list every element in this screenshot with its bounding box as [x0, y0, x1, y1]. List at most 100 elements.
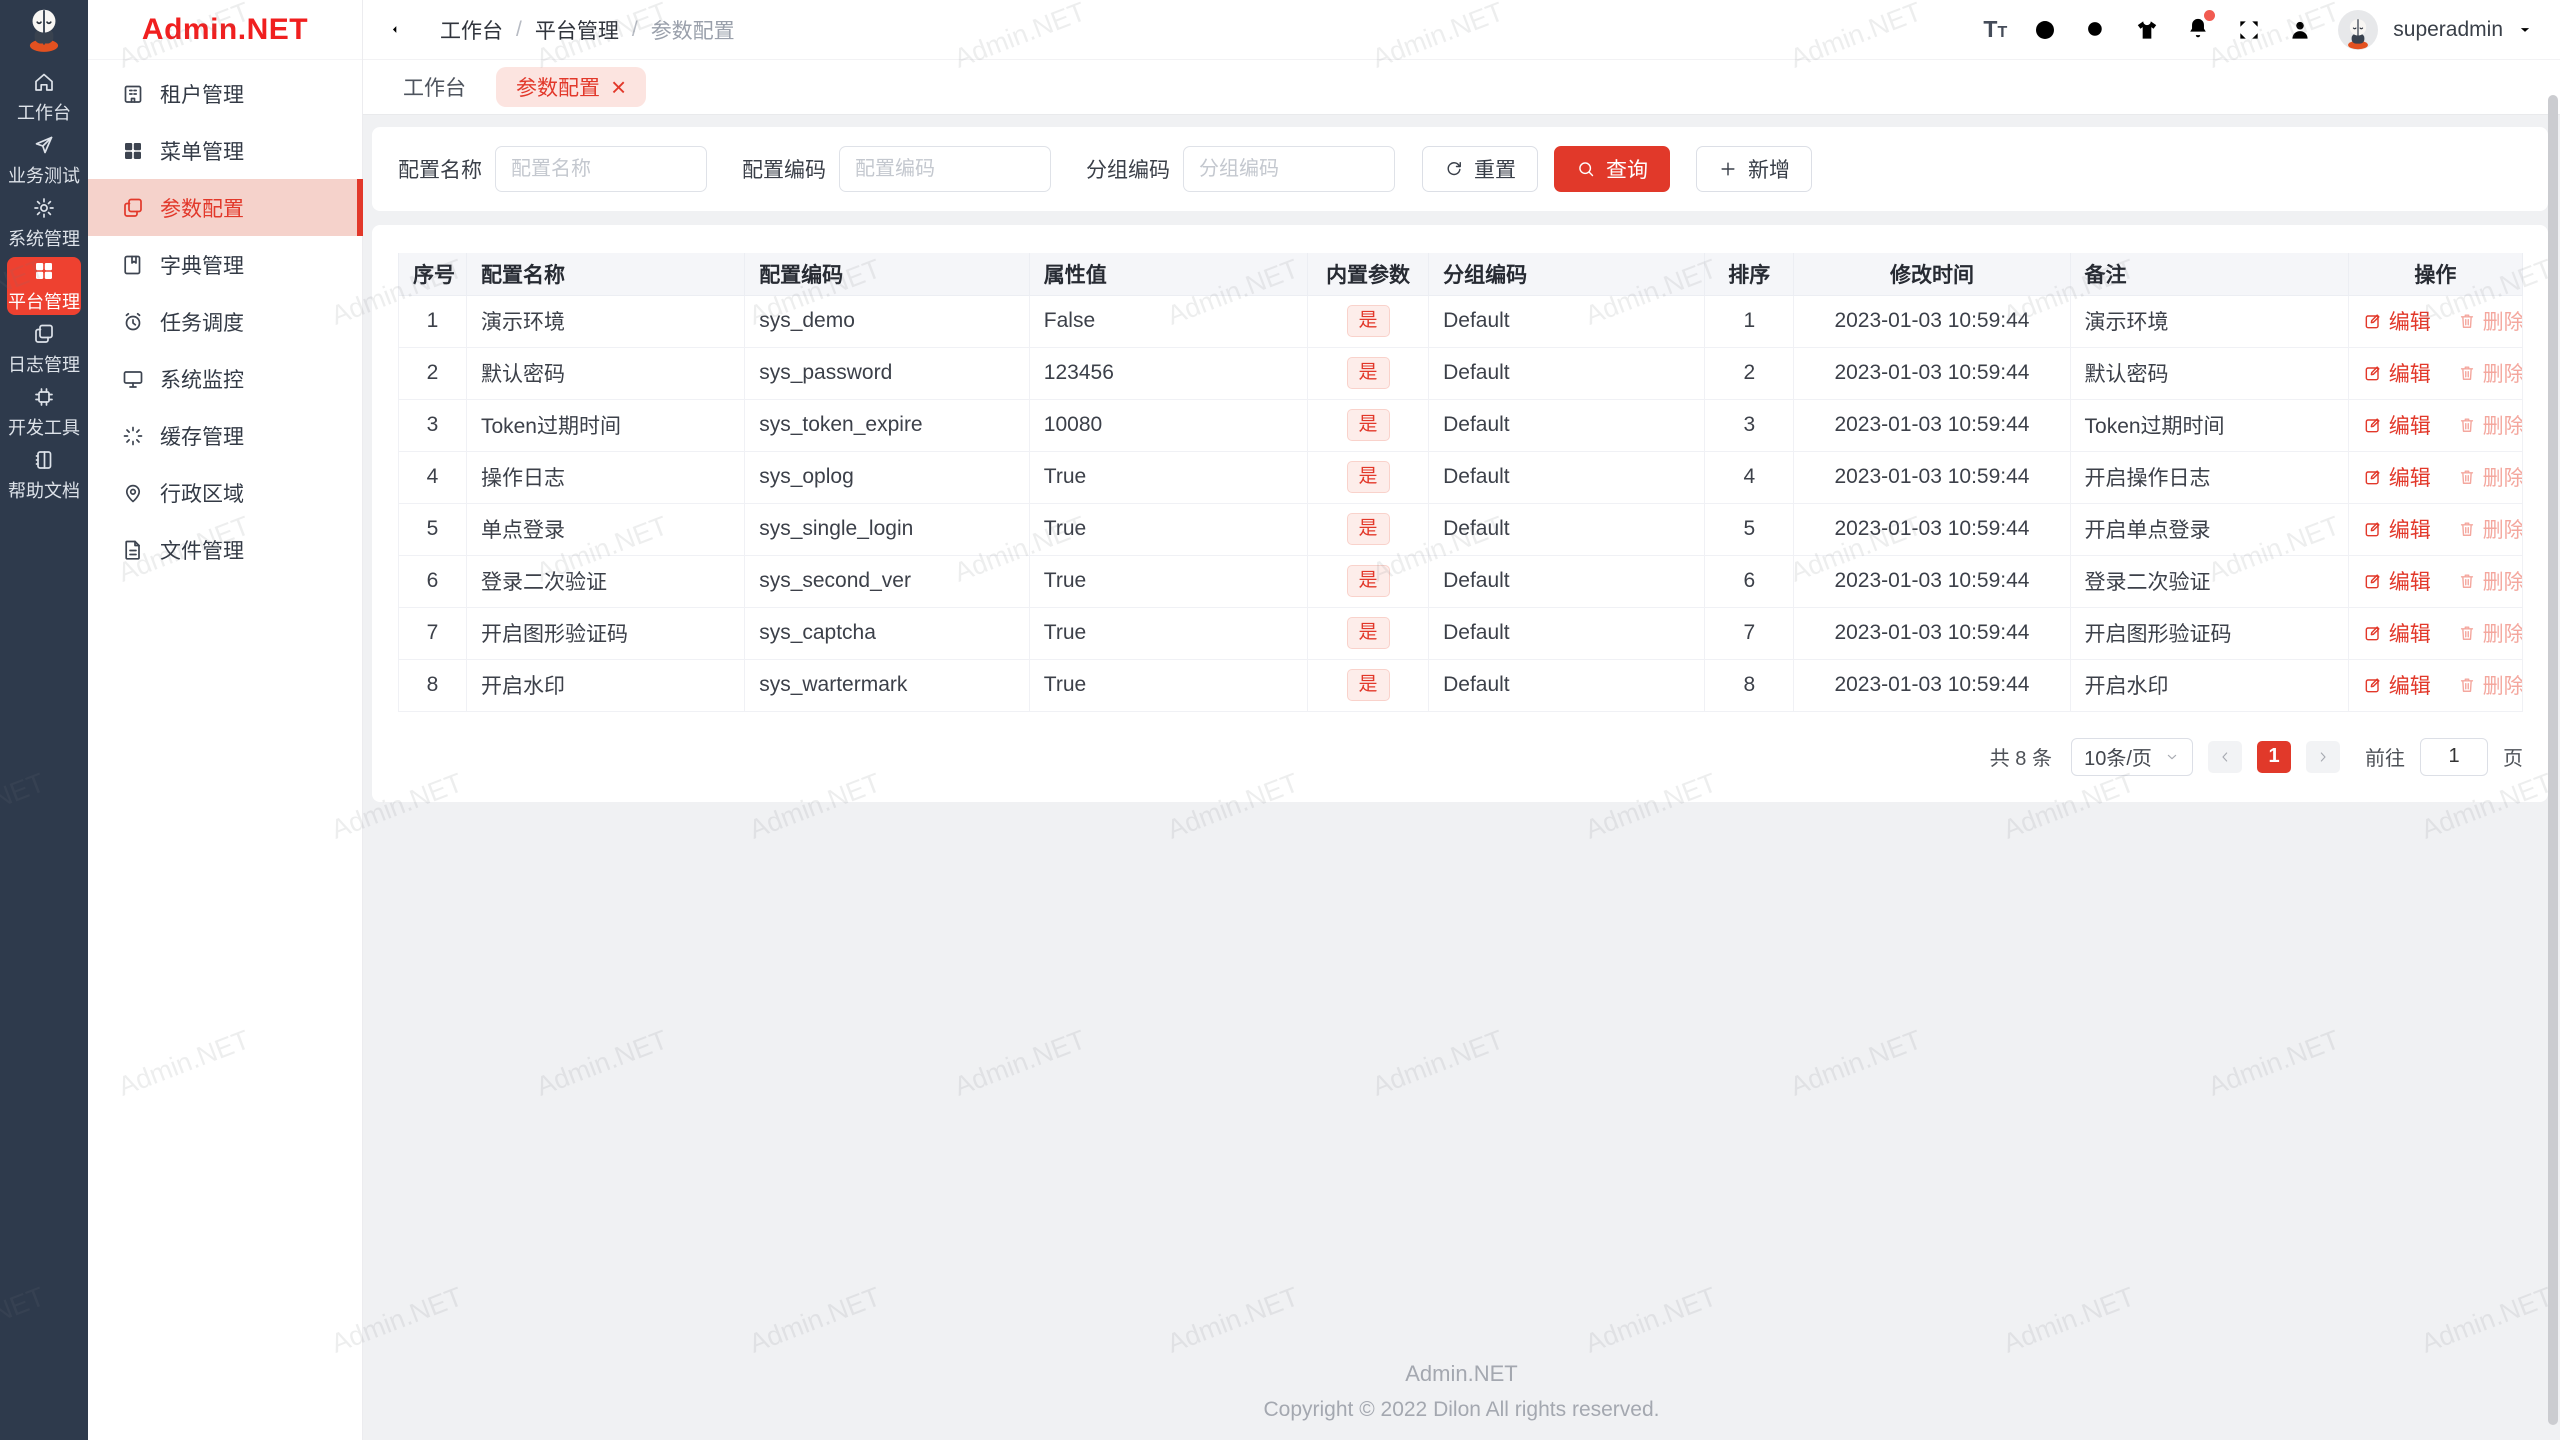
sidebar-item-params[interactable]: 参数配置 [88, 179, 363, 236]
user-icon[interactable] [2287, 17, 2313, 43]
tab-1[interactable]: 参数配置 × [496, 67, 647, 107]
sidebar-item-file[interactable]: 文件管理 [88, 521, 362, 578]
search-icon[interactable] [2083, 17, 2109, 43]
chevron-down-icon[interactable] [2516, 21, 2534, 39]
group-code-input[interactable] [1183, 146, 1395, 192]
logo-text[interactable]: Admin.NET [88, 0, 362, 60]
page-number-active[interactable]: 1 [2257, 740, 2291, 773]
plus-icon [1721, 162, 1735, 176]
sidebar-item-schedule[interactable]: 任务调度 [88, 293, 362, 350]
notification-bell-icon[interactable] [2185, 10, 2216, 45]
breadcrumb-separator: / [631, 17, 638, 41]
cell-remark: 演示环境 [2069, 294, 2349, 348]
rail-item-business-test[interactable]: 业务测试 [7, 131, 81, 189]
cell-code: sys_captcha [744, 606, 1030, 660]
delete-button[interactable]: 删除 [2457, 514, 2521, 544]
close-icon[interactable]: × [611, 72, 627, 102]
query-button[interactable]: 查询 [1554, 146, 1670, 192]
cell-remark: 开启单点登录 [2069, 502, 2349, 556]
sidebar-item-tenant[interactable]: 租户管理 [88, 65, 362, 122]
table-row: 4 操作日志 sys_oplog True 是 Default 4 2023-0… [398, 450, 2524, 504]
collapse-menu-icon[interactable] [389, 16, 416, 43]
app-logo[interactable] [0, 0, 88, 60]
cell-code: sys_demo [744, 294, 1030, 348]
notification-badge [2204, 10, 2216, 21]
language-icon[interactable] [2032, 17, 2058, 43]
sidebar-item-dict[interactable]: 字典管理 [88, 236, 362, 293]
username[interactable]: superadmin [2393, 17, 2503, 41]
config-name-input[interactable] [495, 146, 707, 192]
column-header: 序号 [398, 253, 467, 296]
page-size-select[interactable]: 10条/页 [2071, 737, 2193, 776]
cell-value: True [1028, 450, 1309, 504]
breadcrumb: 工作台 / 平台管理 / 参数配置 [440, 15, 735, 45]
cell-actions: 编辑 删除 [2347, 346, 2524, 400]
add-button[interactable]: 新增 [1696, 146, 1812, 192]
goto-page-input[interactable] [2420, 737, 2488, 776]
edit-button[interactable]: 编辑 [2363, 566, 2431, 596]
rail-item-dev-tools[interactable]: 开发工具 [7, 383, 81, 441]
reset-button[interactable]: 重置 [1422, 146, 1538, 192]
sidebar-item-region[interactable]: 行政区域 [88, 464, 362, 521]
cell-group: Default [1428, 346, 1706, 400]
edit-icon [2365, 469, 2380, 484]
delete-button[interactable]: 删除 [2457, 358, 2521, 388]
cell-sort: 6 [1704, 554, 1795, 608]
vertical-scrollbar[interactable] [2548, 95, 2558, 1425]
sidebar-item-menu[interactable]: 菜单管理 [88, 122, 362, 179]
delete-button[interactable]: 删除 [2457, 670, 2521, 700]
breadcrumb-item[interactable]: 工作台 [440, 19, 503, 43]
column-header: 内置参数 [1307, 253, 1430, 296]
cell-remark: 开启图形验证码 [2069, 606, 2349, 660]
cell-remark: 登录二次验证 [2069, 554, 2349, 608]
table-row: 5 单点登录 sys_single_login True 是 Default 5… [398, 502, 2524, 556]
edit-button[interactable]: 编辑 [2363, 462, 2431, 492]
cell-code: sys_token_expire [744, 398, 1030, 452]
trash-icon [2460, 625, 2473, 640]
edit-button[interactable]: 编辑 [2363, 306, 2431, 336]
cell-name: 开启水印 [465, 658, 746, 712]
sidebar-item-monitor[interactable]: 系统监控 [88, 350, 362, 407]
breadcrumb-item[interactable]: 平台管理 [534, 19, 619, 43]
cell-name: 开启图形验证码 [465, 606, 746, 660]
edit-button[interactable]: 编辑 [2363, 514, 2431, 544]
prev-page-button[interactable] [2208, 740, 2242, 773]
font-size-icon[interactable]: TT [1983, 16, 2008, 42]
rail-item-platform-manage[interactable]: 平台管理 [7, 257, 81, 315]
file-icon [125, 540, 140, 560]
delete-button[interactable]: 删除 [2457, 566, 2521, 596]
delete-button[interactable]: 删除 [2457, 618, 2521, 648]
next-page-button[interactable] [2306, 740, 2340, 773]
edit-button[interactable]: 编辑 [2363, 670, 2431, 700]
cell-code: sys_wartermark [744, 658, 1030, 712]
tab-label: 参数配置 [516, 77, 600, 100]
cell-time: 2023-01-03 10:59:44 [1793, 450, 2071, 504]
delete-button[interactable]: 删除 [2457, 462, 2521, 492]
rail-item-workbench[interactable]: 工作台 [7, 68, 81, 126]
send-icon [35, 136, 53, 153]
gear-icon [34, 197, 54, 218]
fullscreen-icon[interactable] [2236, 17, 2262, 43]
rail-item-help-docs[interactable]: 帮助文档 [7, 446, 81, 504]
cell-no: 5 [398, 502, 467, 556]
avatar[interactable] [2338, 9, 2379, 50]
rail-item-system-manage[interactable]: 系统管理 [7, 194, 81, 252]
column-header: 配置编码 [744, 253, 1030, 296]
page-size-value: 10条/页 [2084, 748, 2152, 770]
builtin-badge: 是 [1346, 512, 1390, 546]
edit-button[interactable]: 编辑 [2363, 410, 2431, 440]
pin-icon [125, 484, 141, 502]
tab-0[interactable]: 工作台 [403, 72, 466, 102]
edit-button[interactable]: 编辑 [2363, 358, 2431, 388]
cell-code: sys_password [744, 346, 1030, 400]
footer: Admin.NET Copyright © 2022 Dilon All rig… [363, 1361, 2560, 1422]
edit-icon [2365, 313, 2380, 328]
rail-item-log-manage[interactable]: 日志管理 [7, 320, 81, 378]
delete-button[interactable]: 删除 [2457, 410, 2521, 440]
delete-button[interactable]: 删除 [2457, 306, 2521, 336]
sidebar-item-cache[interactable]: 缓存管理 [88, 407, 362, 464]
theme-icon[interactable] [2134, 17, 2160, 43]
edit-button[interactable]: 编辑 [2363, 618, 2431, 648]
cell-sort: 1 [1704, 294, 1795, 348]
config-code-input[interactable] [839, 146, 1051, 192]
